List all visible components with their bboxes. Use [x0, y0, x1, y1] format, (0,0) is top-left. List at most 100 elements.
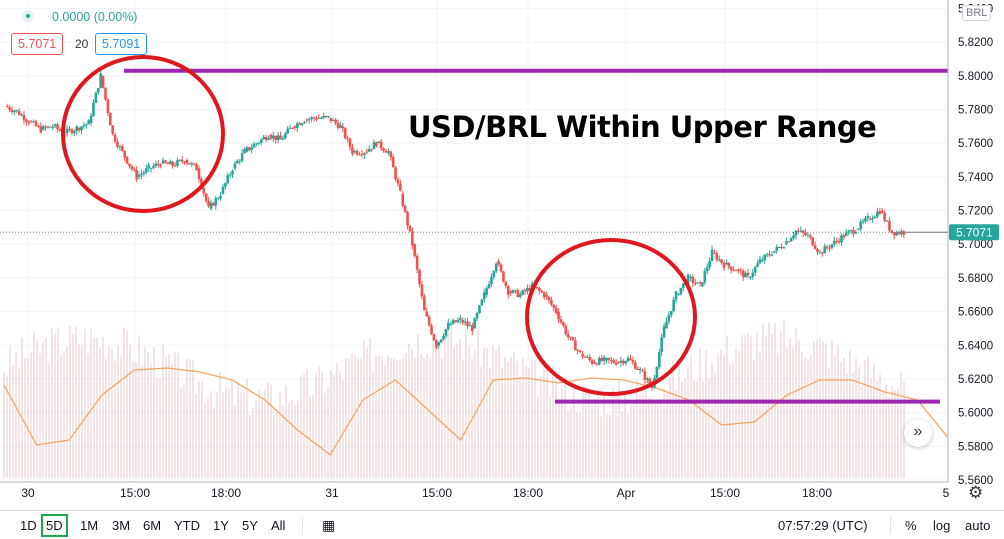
range-5y[interactable]: 5Y [242, 518, 258, 533]
range-3m[interactable]: 3M [112, 518, 131, 533]
auto-toggle[interactable]: auto [965, 518, 991, 533]
candle-body [370, 148, 373, 150]
candle-body [168, 161, 172, 165]
double-chevron-right-icon[interactable]: » [904, 419, 932, 447]
candle-body [497, 261, 500, 265]
candle-body [873, 216, 877, 219]
candle-body [866, 216, 870, 219]
candle-body [581, 353, 584, 357]
candle-body [156, 163, 160, 165]
candle-body [401, 193, 405, 206]
candle-body [717, 259, 721, 261]
candle-body [509, 291, 512, 294]
candle-body [897, 232, 901, 234]
clock[interactable]: 07:57:29 (UTC) [778, 518, 868, 533]
candle-body [768, 254, 771, 256]
range-6m[interactable]: 6M [143, 518, 162, 533]
range-1m[interactable]: 1M [80, 518, 99, 533]
range-ytd[interactable]: YTD [174, 518, 200, 533]
time-tick-label: 31 [325, 486, 339, 500]
candle-body [518, 294, 522, 297]
candle-body [830, 244, 834, 248]
candle-body [396, 179, 400, 184]
candle-body [669, 311, 673, 316]
price-axis-ticks: 5.84005.82005.80005.78005.76005.74005.72… [958, 3, 993, 487]
candle-body [116, 141, 119, 147]
calendar-icon[interactable]: ▦ [322, 517, 336, 533]
candle-body [475, 313, 479, 319]
candle-body [689, 276, 692, 278]
gear-icon[interactable]: ⚙ [968, 483, 984, 502]
candle-body [149, 167, 153, 169]
candle-body [291, 127, 294, 129]
candle-body [801, 230, 805, 233]
candle-body [614, 362, 618, 365]
candle-body [377, 141, 381, 144]
candle-body [276, 135, 280, 141]
candle-body [264, 137, 268, 140]
range-1y[interactable]: 1Y [213, 518, 229, 533]
candle-body [351, 147, 354, 154]
candle-body [701, 282, 704, 287]
candle-body [334, 119, 337, 123]
candle-body [660, 337, 663, 353]
candle-body [828, 247, 831, 249]
candle-body [468, 325, 472, 327]
candle-body [70, 129, 74, 134]
candle-body [612, 360, 616, 363]
price-chart[interactable]: 5.84005.82005.80005.78005.76005.74005.72… [0, 0, 1004, 510]
candle-body [430, 325, 433, 335]
candle-body [749, 276, 752, 278]
ask-price-box[interactable]: 5.7091 [95, 33, 148, 55]
percent-toggle[interactable]: % [905, 518, 917, 533]
candle-body [466, 321, 469, 326]
time-tick-label: 18:00 [802, 486, 832, 500]
candle-body [154, 163, 158, 167]
volume-moving-average [3, 367, 951, 456]
price-tick-label: 5.6000 [958, 408, 993, 420]
candle-body [655, 367, 659, 379]
candle-body [478, 305, 481, 314]
candle-body [715, 253, 719, 260]
candle-body [183, 161, 186, 163]
candle-body [348, 138, 352, 148]
candle-body [96, 88, 100, 93]
candle-body [758, 259, 762, 264]
candle-body [197, 168, 201, 180]
candle-body [200, 179, 203, 188]
candle-body [250, 147, 254, 150]
candle-body [185, 160, 189, 164]
candle-body [283, 133, 287, 139]
candle-body [108, 112, 112, 126]
candle-body [542, 292, 546, 298]
candle-body [451, 320, 455, 325]
spread-value: 20 [75, 37, 89, 51]
candle-body [876, 211, 879, 217]
range-1d[interactable]: 1D [20, 518, 37, 533]
candle-body [725, 262, 728, 265]
candle-body [363, 153, 366, 155]
candle-body [49, 126, 52, 128]
currency-badge[interactable]: BRL [962, 5, 992, 21]
candle-body [236, 160, 239, 164]
candle-body [744, 272, 747, 278]
candle-body [152, 166, 155, 168]
candle-body [224, 183, 227, 187]
range-5d[interactable]: 5D [41, 514, 68, 537]
bid-price-box[interactable]: 5.7071 [11, 33, 64, 55]
candle-body [569, 336, 572, 338]
candle-body [166, 162, 170, 165]
candle-body [367, 148, 371, 152]
candle-body [566, 333, 570, 338]
candle-body [274, 135, 277, 141]
candle-body [674, 291, 678, 300]
range-all[interactable]: All [271, 518, 286, 533]
log-toggle[interactable]: log [933, 518, 951, 533]
candle-body [82, 125, 86, 127]
candle-body [811, 237, 815, 246]
candle-body [51, 126, 55, 128]
candle-body [226, 175, 230, 184]
candle-body [293, 126, 297, 128]
candle-body [73, 130, 76, 134]
candle-body [494, 263, 498, 272]
